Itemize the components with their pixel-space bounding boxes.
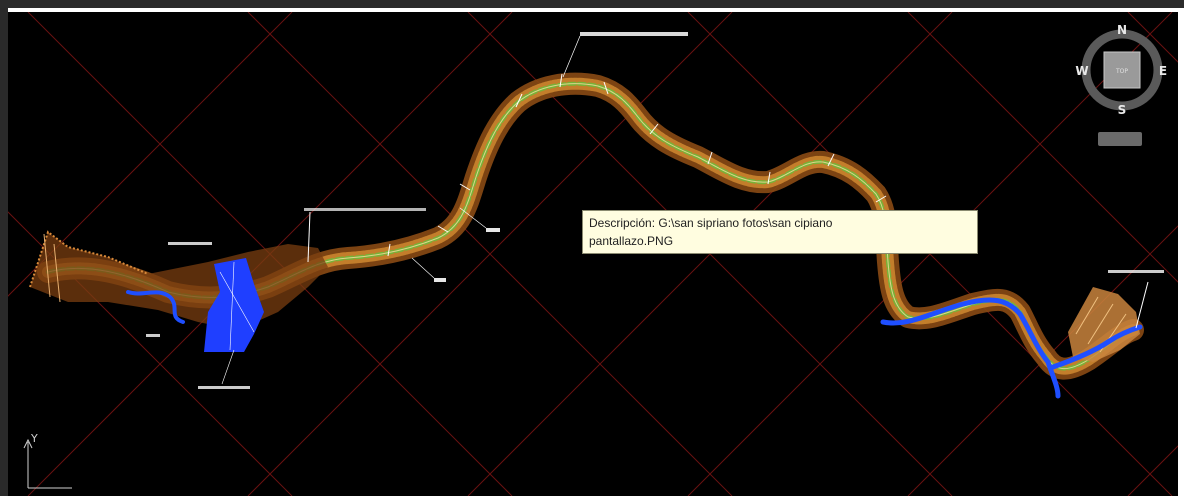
tooltip-line-2: pantallazo.PNG	[589, 234, 674, 248]
drawing-canvas[interactable]: TOP N S E W Y	[8, 12, 1178, 496]
window-top-edge	[0, 0, 1184, 8]
viewcube-top-face: TOP	[1115, 68, 1128, 75]
reservoir-block	[204, 258, 264, 352]
station-markers	[307, 73, 1149, 329]
viewcube[interactable]: TOP N S E W	[1075, 23, 1167, 146]
ucs-y-label: Y	[30, 432, 38, 445]
viewcube-icon[interactable]	[1103, 51, 1141, 89]
compass-north[interactable]: N	[1117, 23, 1127, 37]
compass-west[interactable]: W	[1075, 64, 1088, 78]
left-terrain-fan	[29, 230, 328, 330]
right-terrain-block	[1068, 287, 1140, 362]
ucs-axis-icon: Y	[23, 432, 72, 489]
leader-labels	[146, 32, 1164, 389]
cad-drawing-viewport[interactable]: TOP N S E W Y Descripción: G:\san sipria…	[8, 12, 1178, 496]
window-left-edge	[0, 8, 8, 496]
wcs-menu-button[interactable]	[1098, 132, 1142, 146]
compass-east[interactable]: E	[1159, 64, 1167, 78]
compass-ring-icon[interactable]	[1081, 29, 1163, 111]
image-description-tooltip: Descripción: G:\san sipriano fotos\san c…	[582, 210, 978, 254]
compass-south[interactable]: S	[1118, 103, 1127, 117]
tooltip-line-1: Descripción: G:\san sipriano fotos\san c…	[589, 216, 833, 230]
river	[126, 290, 1143, 399]
